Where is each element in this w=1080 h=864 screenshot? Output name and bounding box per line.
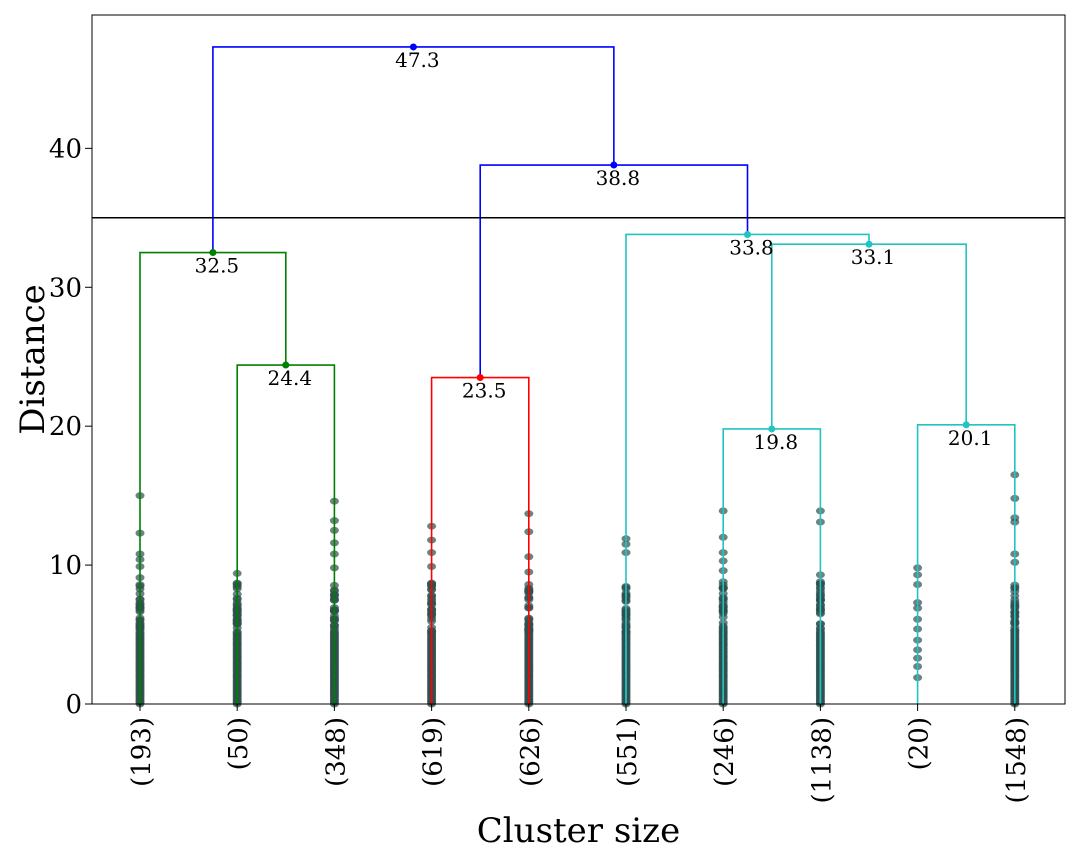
merge-height-label: 20.1 <box>948 426 993 450</box>
y-tick-label: 0 <box>65 690 82 720</box>
merge-height-label: 32.5 <box>195 254 240 278</box>
merge-height-label: 33.1 <box>851 245 896 269</box>
y-tick-label: 40 <box>49 134 82 164</box>
dendrogram-link <box>771 243 967 429</box>
dendrogram-link <box>236 364 336 704</box>
merge-node <box>409 43 417 51</box>
y-axis: 0 10 20 30 40 <box>49 134 92 720</box>
merge-node <box>476 374 484 382</box>
dendrogram-link <box>479 164 749 378</box>
y-axis-label: Distance <box>13 284 53 435</box>
x-tick-label: (246) <box>710 717 740 787</box>
y-tick-label: 30 <box>49 273 82 303</box>
y-tick-label: 10 <box>49 551 82 581</box>
plot-frame <box>91 14 1066 705</box>
x-tick-label: (1548) <box>1002 717 1032 803</box>
y-tick-label: 20 <box>49 412 82 442</box>
dendrogram-link <box>625 233 870 704</box>
x-axis: (193) (50) (348) (619) (626) (551) (246) (1138)… <box>127 704 1032 803</box>
merge-node <box>282 361 290 369</box>
merge-nodes: 24.4 32.5 23.5 19.8 20.1 33.1 33.8 38.8 47.3 <box>195 43 993 454</box>
merge-height-label: 47.3 <box>395 48 440 72</box>
merge-node <box>962 421 970 429</box>
merge-height-label: 33.8 <box>729 235 774 259</box>
x-tick-label: (348) <box>321 717 351 787</box>
dendrogram-link <box>430 376 530 704</box>
x-tick-label: (50) <box>224 717 254 770</box>
merge-height-label: 38.8 <box>596 166 641 190</box>
merge-height-label: 23.5 <box>462 379 507 403</box>
merge-node <box>768 425 776 433</box>
x-tick-label: (619) <box>419 717 449 787</box>
dendrogram-link <box>916 423 1016 704</box>
x-tick-label: (1138) <box>807 717 837 803</box>
dendrogram-link <box>212 46 615 253</box>
merge-node <box>744 230 751 238</box>
x-tick-label: (20) <box>905 717 935 770</box>
merge-node <box>610 161 618 169</box>
x-tick-label: (626) <box>516 717 546 787</box>
merge-height-label: 19.8 <box>754 430 799 454</box>
dendrogram-link <box>722 428 822 704</box>
x-tick-label: (551) <box>613 717 643 787</box>
x-axis-label: Cluster size <box>477 811 680 851</box>
merge-height-label: 24.4 <box>268 366 313 390</box>
leaf-points <box>135 471 1020 708</box>
merge-node <box>865 240 873 248</box>
dendrogram-link <box>139 251 287 704</box>
merge-node <box>209 249 217 257</box>
x-tick-label: (193) <box>127 717 157 787</box>
